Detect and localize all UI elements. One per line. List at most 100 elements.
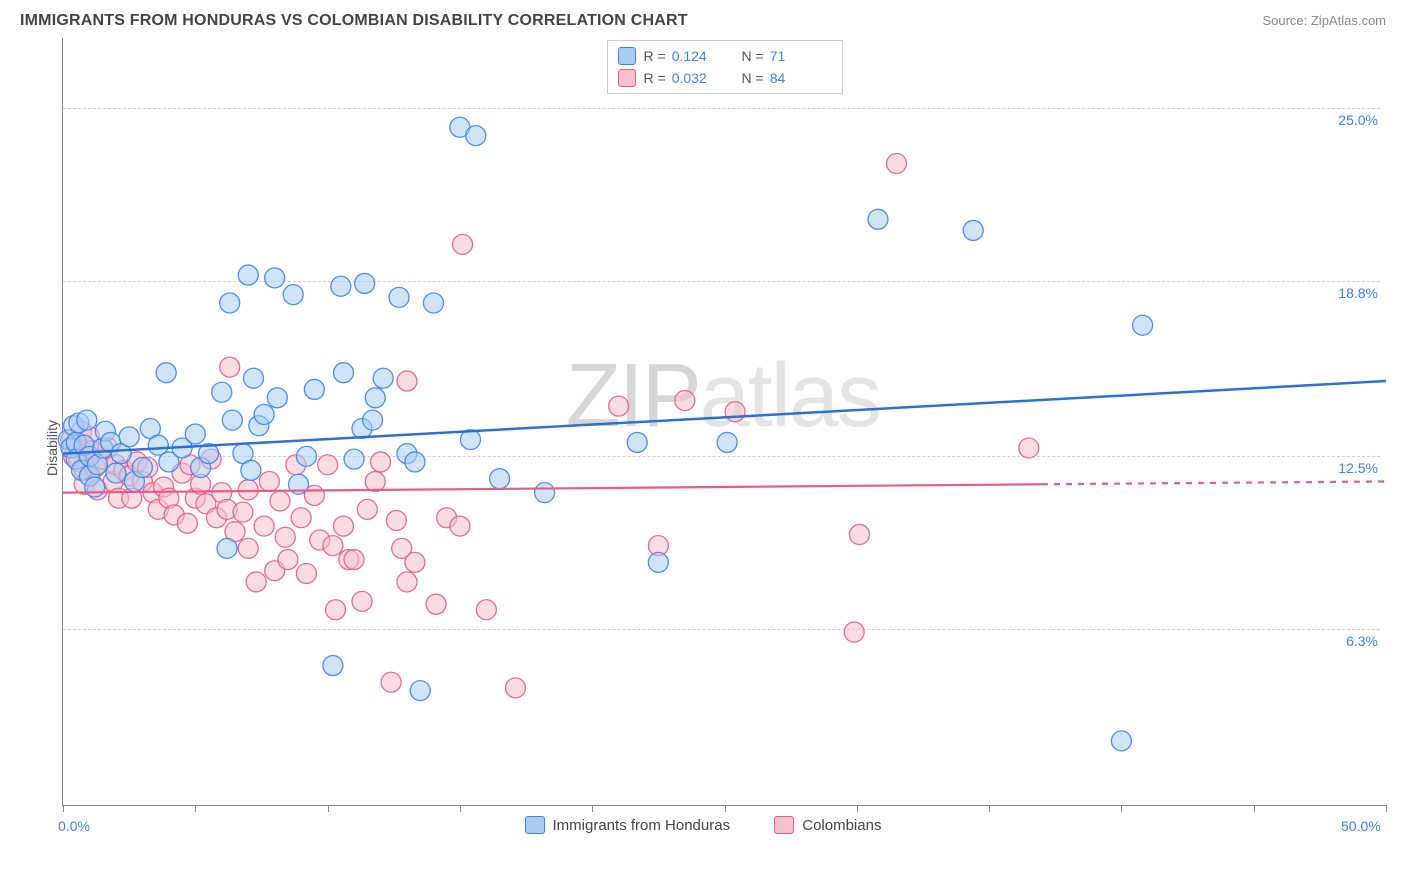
data-point — [405, 552, 425, 572]
x-tick — [592, 805, 593, 812]
y-axis-label: Disability — [44, 420, 60, 476]
x-tick — [63, 805, 64, 812]
data-point — [246, 572, 266, 592]
data-point — [717, 432, 737, 452]
data-point — [886, 154, 906, 174]
data-point — [333, 363, 353, 383]
data-point — [331, 276, 351, 296]
data-point — [1019, 438, 1039, 458]
legend-bottom-swatch-1 — [774, 816, 794, 834]
data-point — [344, 550, 364, 570]
x-tick — [195, 805, 196, 812]
legend-stats-row-1: R = 0.032 N = 84 — [618, 67, 832, 89]
n-label-1: N = — [742, 70, 764, 86]
data-point — [296, 564, 316, 584]
data-point — [389, 287, 409, 307]
x-tick — [857, 805, 858, 812]
data-point — [238, 480, 258, 500]
data-point — [156, 363, 176, 383]
data-point — [963, 220, 983, 240]
data-point — [278, 550, 298, 570]
legend-bottom-label-0: Immigrants from Honduras — [553, 817, 731, 834]
data-point — [363, 410, 383, 430]
chart-holder: Disability ZIPatlas R = 0.124 N = 71 R =… — [20, 38, 1386, 858]
trend-line — [1042, 481, 1386, 484]
source-attribution: Source: ZipAtlas.com — [1262, 13, 1386, 28]
data-point — [410, 681, 430, 701]
legend-bottom-label-1: Colombians — [802, 817, 881, 834]
legend-stats: R = 0.124 N = 71 R = 0.032 N = 84 — [607, 40, 843, 94]
n-value-1: 84 — [770, 70, 786, 86]
data-point — [648, 552, 668, 572]
data-point — [365, 471, 385, 491]
data-point — [405, 452, 425, 472]
data-point — [275, 527, 295, 547]
scatter-svg — [63, 38, 1386, 805]
r-value-1: 0.032 — [672, 70, 707, 86]
data-point — [450, 516, 470, 536]
data-point — [453, 234, 473, 254]
data-point — [241, 460, 261, 480]
chart-container: IMMIGRANTS FROM HONDURAS VS COLOMBIAN DI… — [0, 0, 1406, 892]
data-point — [381, 672, 401, 692]
x-axis-min-label: 0.0% — [58, 818, 90, 834]
data-point — [267, 388, 287, 408]
y-tick-label: 25.0% — [1338, 112, 1378, 128]
legend-bottom-swatch-0 — [525, 816, 545, 834]
data-point — [675, 391, 695, 411]
legend-swatch-0 — [618, 47, 636, 65]
data-point — [106, 463, 126, 483]
y-tick-label: 18.8% — [1338, 285, 1378, 301]
data-point — [373, 368, 393, 388]
data-point — [220, 357, 240, 377]
data-point — [270, 491, 290, 511]
data-point — [849, 524, 869, 544]
data-point — [177, 513, 197, 533]
data-point — [77, 410, 97, 430]
legend-stats-row-0: R = 0.124 N = 71 — [618, 45, 832, 67]
x-tick — [1254, 805, 1255, 812]
data-point — [333, 516, 353, 536]
data-point — [466, 126, 486, 146]
legend-bottom: Immigrants from Honduras Colombians — [20, 816, 1386, 838]
data-point — [318, 455, 338, 475]
data-point — [233, 502, 253, 522]
data-point — [254, 405, 274, 425]
data-point — [254, 516, 274, 536]
legend-bottom-item-1: Colombians — [774, 816, 881, 834]
data-point — [355, 273, 375, 293]
data-point — [868, 209, 888, 229]
data-point — [357, 499, 377, 519]
data-point — [426, 594, 446, 614]
data-point — [397, 371, 417, 391]
x-tick — [328, 805, 329, 812]
data-point — [365, 388, 385, 408]
y-tick-label: 12.5% — [1338, 460, 1378, 476]
data-point — [535, 483, 555, 503]
x-tick — [1386, 805, 1387, 812]
r-label-0: R = — [644, 48, 666, 64]
data-point — [185, 424, 205, 444]
data-point — [212, 382, 232, 402]
data-point — [844, 622, 864, 642]
data-point — [344, 449, 364, 469]
header-row: IMMIGRANTS FROM HONDURAS VS COLOMBIAN DI… — [20, 12, 1386, 30]
x-tick — [989, 805, 990, 812]
x-tick — [460, 805, 461, 812]
r-label-1: R = — [644, 70, 666, 86]
data-point — [217, 538, 237, 558]
n-value-0: 71 — [770, 48, 786, 64]
data-point — [490, 469, 510, 489]
data-point — [238, 265, 258, 285]
data-point — [238, 538, 258, 558]
data-point — [505, 678, 525, 698]
data-point — [423, 293, 443, 313]
legend-bottom-item-0: Immigrants from Honduras — [525, 816, 731, 834]
data-point — [1111, 731, 1131, 751]
data-point — [323, 536, 343, 556]
n-label-0: N = — [742, 48, 764, 64]
data-point — [397, 572, 417, 592]
legend-swatch-1 — [618, 69, 636, 87]
data-point — [627, 432, 647, 452]
data-point — [1133, 315, 1153, 335]
